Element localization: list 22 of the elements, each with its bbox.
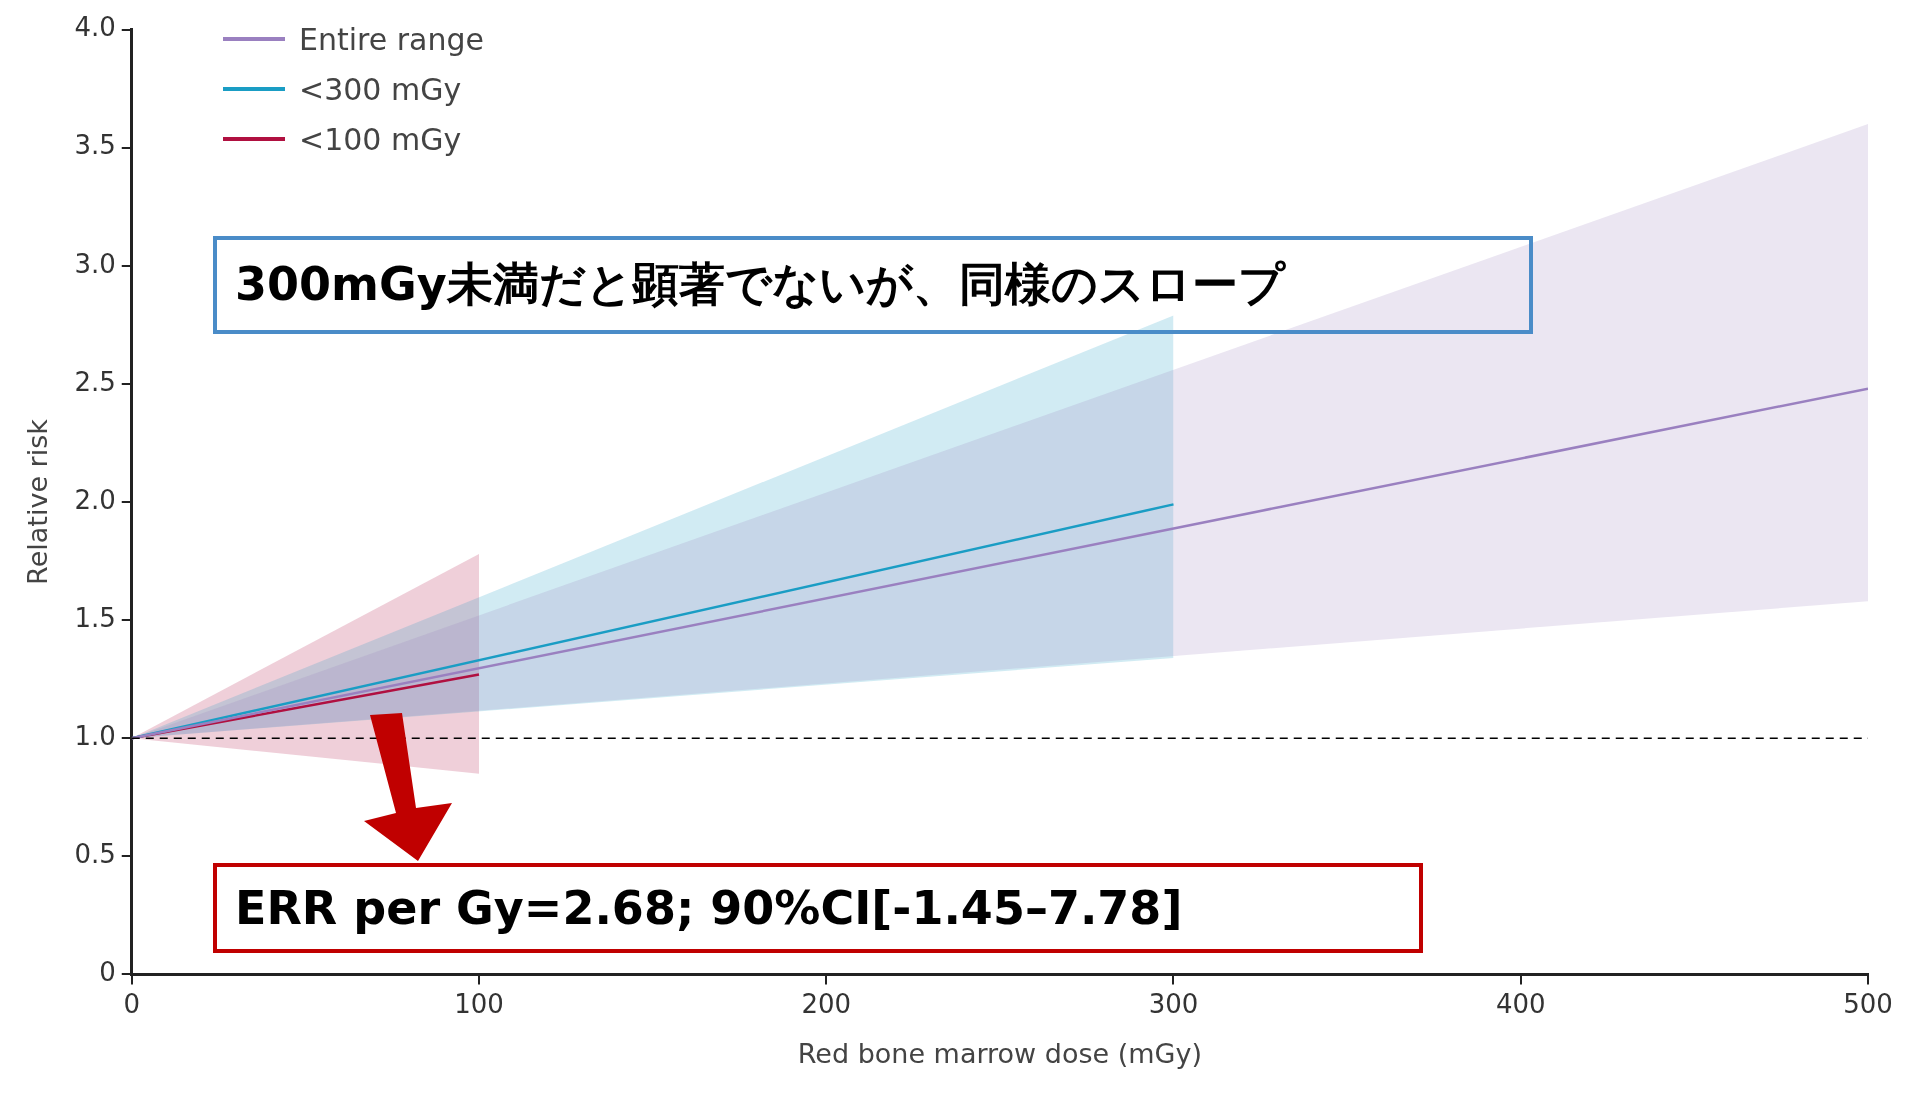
y-tick-label: 3.5 <box>74 130 116 161</box>
y-tick-label: 1.5 <box>74 602 116 633</box>
y-tick-label: 0 <box>99 957 116 988</box>
x-axis-title: Red bone marrow dose (mGy) <box>797 1037 1202 1069</box>
y-tick-label: 4.0 <box>74 12 116 43</box>
legend-label: Entire range <box>299 21 484 57</box>
y-tick-label: 1.0 <box>74 720 116 751</box>
y-tick-label: 2.5 <box>74 366 116 397</box>
x-tick-label: 300 <box>1148 988 1199 1019</box>
x-tick-label: 400 <box>1495 988 1546 1019</box>
y-axis-title: Relative risk <box>22 418 54 585</box>
x-tick-label: 100 <box>454 988 504 1019</box>
legend-label: <100 mGy <box>299 121 462 157</box>
y-tick-label: 0.5 <box>74 839 116 870</box>
y-tick-label: 2.0 <box>74 484 116 515</box>
legend-label: <300 mGy <box>299 71 462 107</box>
x-tick-label: 500 <box>1843 988 1893 1019</box>
x-tick-label: 0 <box>123 988 141 1019</box>
y-tick-label: 3.0 <box>74 248 116 279</box>
annotation: 300mGy未満だと顕著でないが、同様のスロープ <box>213 236 1533 334</box>
annotation: ERR per Gy=2.68; 90%CI[-1.45–7.78] <box>213 863 1423 953</box>
x-tick-label: 200 <box>801 988 852 1019</box>
